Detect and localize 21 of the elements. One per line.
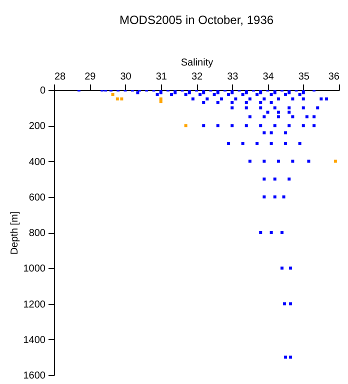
x-tick-label: 29 xyxy=(84,72,96,82)
x-tick-label: 36 xyxy=(328,72,340,82)
x-tick-label: 28 xyxy=(54,72,66,82)
chart-title: MODS2005 in October, 1936 xyxy=(119,13,274,27)
y-tick-label: 1200 xyxy=(23,299,46,310)
y-tick-label: 1600 xyxy=(23,370,46,382)
x-tick-label: 35 xyxy=(298,72,310,82)
y-tick-label: 200 xyxy=(28,121,46,132)
y-tick-label: 400 xyxy=(28,156,46,168)
x-tick-label: 34 xyxy=(262,72,274,82)
y-axis-title: Depth [m] xyxy=(9,211,20,255)
x-tick-label: 33 xyxy=(227,72,239,82)
x-tick-label: 32 xyxy=(191,72,203,82)
x-tick-label: 30 xyxy=(120,72,132,82)
x-axis-title: Salinity xyxy=(180,58,214,68)
x-tick-label: 31 xyxy=(156,72,168,82)
y-tick-label: 1000 xyxy=(23,264,46,275)
y-tick-label: 800 xyxy=(28,228,46,239)
y-tick-label: 600 xyxy=(28,192,46,204)
y-tick-label: 1400 xyxy=(23,334,46,346)
y-tick-label: 0 xyxy=(40,86,46,96)
